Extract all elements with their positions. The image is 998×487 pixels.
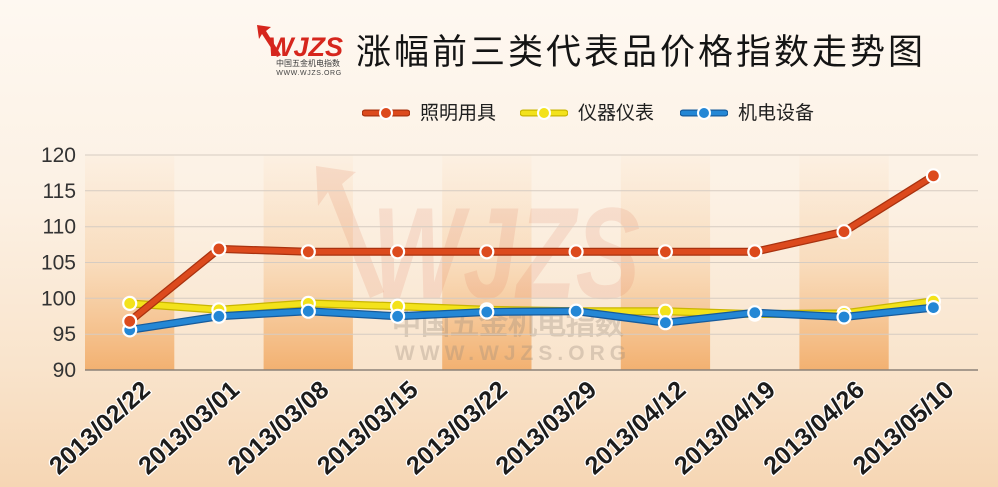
legend-label: 机电设备 (738, 102, 815, 124)
legend-label: 仪器仪表 (578, 102, 655, 124)
logo-brand: WJZS (268, 32, 343, 62)
data-point (390, 244, 406, 260)
y-tick-label: 105 (41, 252, 76, 275)
data-point (657, 244, 674, 260)
legend-swatch (520, 106, 568, 120)
plot-series (122, 168, 942, 338)
x-axis: 2013/02/222013/03/012013/03/082013/03/15… (43, 374, 961, 481)
legend-item-lighting: 照明用具 (362, 103, 496, 123)
data-point (479, 244, 495, 260)
data-point (568, 303, 584, 319)
data-point (390, 308, 406, 324)
y-tick-label: 115 (43, 180, 76, 203)
data-point (747, 305, 763, 321)
y-tick-label: 110 (43, 216, 76, 239)
y-tick-label: 95 (53, 323, 76, 346)
data-point (122, 313, 138, 329)
data-point (657, 315, 674, 331)
data-point (479, 304, 495, 320)
legend-item-instruments: 仪器仪表 (520, 103, 654, 123)
legend-item-electromechanical: 机电设备 (680, 103, 814, 123)
data-point (122, 295, 138, 311)
data-point (211, 241, 227, 257)
data-point (300, 303, 316, 319)
legend-marker (697, 106, 711, 120)
data-point (300, 244, 316, 260)
y-tick-label: 120 (41, 144, 76, 167)
series-2 (122, 300, 942, 338)
y-tick-label: 100 (41, 287, 76, 310)
legend-swatch (362, 106, 410, 120)
logo: WJZS 中国五金机电指数 WWW.WJZS.ORG (257, 25, 343, 77)
logo-arrow-icon (257, 25, 281, 57)
legend-marker (537, 106, 551, 120)
data-point (211, 308, 227, 324)
data-point (836, 224, 852, 240)
logo-cn-name: 中国五金机电指数 (276, 58, 340, 68)
data-point (836, 309, 852, 325)
watermark-url: WWW.WJZS.ORG (395, 342, 631, 365)
legend-marker (379, 106, 393, 120)
data-point (925, 300, 942, 316)
watermark-arrow-icon (316, 166, 384, 298)
legend-label: 照明用具 (420, 102, 497, 124)
data-point (568, 244, 584, 260)
logo-url: WWW.WJZS.ORG (276, 70, 342, 77)
watermark: WJZS 中国五金机电指数 WWW.WJZS.ORG (316, 166, 640, 365)
series-line (126, 304, 937, 333)
series-0 (122, 168, 942, 329)
series-line (126, 173, 937, 325)
data-point (747, 244, 763, 260)
chart-title: 涨幅前三类代表品价格指数走势图 (356, 33, 927, 73)
legend-swatch (680, 106, 728, 120)
y-tick-label: 90 (53, 359, 76, 382)
data-point (925, 168, 942, 184)
